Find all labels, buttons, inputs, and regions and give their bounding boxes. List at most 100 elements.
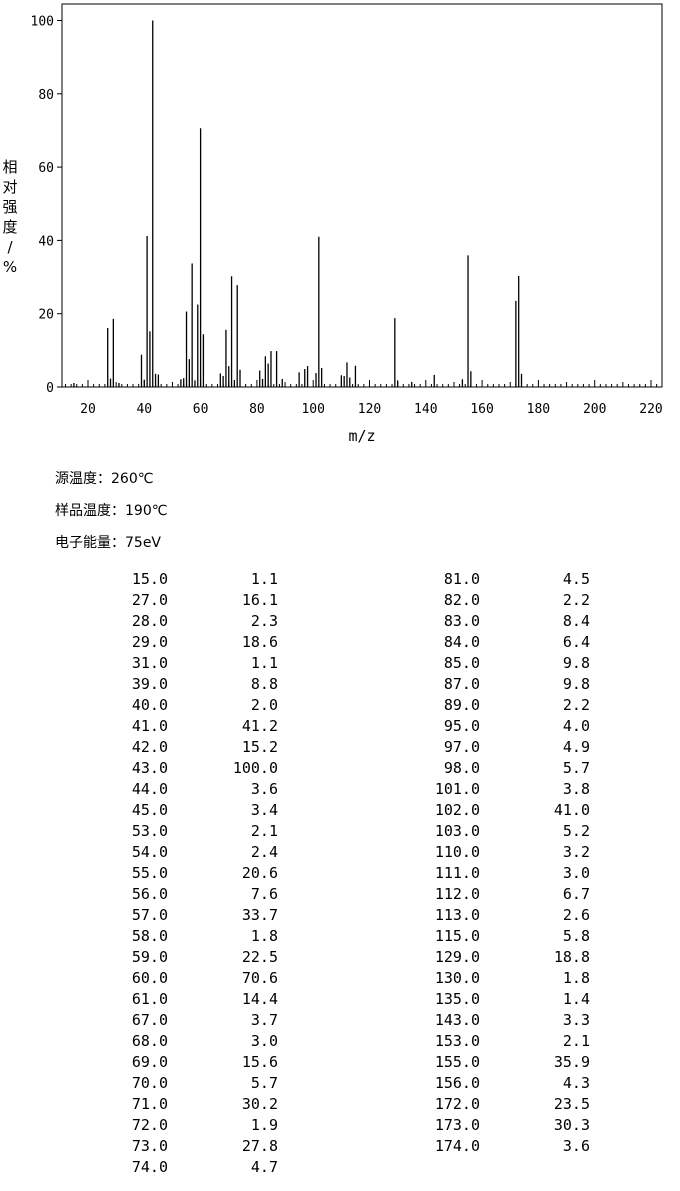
intensity-value: 1.8 [250, 927, 278, 945]
mz-value: 130.0 [434, 969, 480, 987]
mz-value: 56.0 [131, 885, 168, 903]
sample-temperature: 样品温度：190℃ [55, 503, 168, 519]
intensity-value: 15.2 [241, 738, 278, 756]
mz-value: 58.0 [131, 927, 168, 945]
mz-value: 40.0 [131, 696, 168, 714]
mz-value: 41.0 [131, 717, 168, 735]
electron-energy: 电子能量：75eV [55, 535, 162, 551]
mz-value: 87.0 [443, 675, 480, 693]
intensity-value: 5.7 [250, 1074, 278, 1092]
mz-value: 39.0 [131, 675, 168, 693]
x-tick-label: 80 [249, 402, 265, 417]
mz-value: 143.0 [434, 1011, 480, 1029]
mz-value: 95.0 [443, 717, 480, 735]
intensity-value: 6.7 [562, 885, 590, 903]
intensity-value: 6.4 [562, 633, 590, 651]
y-axis-label-char: / [7, 238, 13, 256]
y-tick-label: 40 [38, 234, 54, 249]
mz-value: 55.0 [131, 864, 168, 882]
intensity-value: 4.0 [562, 717, 590, 735]
x-tick-label: 220 [639, 402, 662, 417]
intensity-value: 41.2 [241, 717, 278, 735]
mz-value: 129.0 [434, 948, 480, 966]
intensity-value: 2.2 [562, 591, 590, 609]
intensity-value: 70.6 [241, 969, 278, 987]
mz-value: 69.0 [131, 1053, 168, 1071]
intensity-value: 3.0 [250, 1032, 278, 1050]
mz-value: 44.0 [131, 780, 168, 798]
y-tick-label: 100 [31, 15, 54, 30]
x-tick-label: 140 [414, 402, 437, 417]
x-tick-label: 60 [193, 402, 209, 417]
intensity-value: 5.7 [562, 759, 590, 777]
y-tick-label: 60 [38, 161, 54, 176]
intensity-value: 100.0 [232, 759, 278, 777]
mz-value: 70.0 [131, 1074, 168, 1092]
mz-value: 156.0 [434, 1074, 480, 1092]
intensity-value: 23.5 [553, 1095, 590, 1113]
intensity-value: 33.7 [241, 906, 278, 924]
y-tick-label: 80 [38, 88, 54, 103]
intensity-value: 2.1 [250, 822, 278, 840]
mz-value: 15.0 [131, 570, 168, 588]
intensity-value: 4.3 [562, 1074, 590, 1092]
mz-value: 83.0 [443, 612, 480, 630]
mz-value: 155.0 [434, 1053, 480, 1071]
x-tick-label: 100 [301, 402, 324, 417]
x-tick-label: 160 [470, 402, 493, 417]
mz-value: 112.0 [434, 885, 480, 903]
x-tick-label: 120 [358, 402, 381, 417]
mz-value: 98.0 [443, 759, 480, 777]
intensity-value: 20.6 [241, 864, 278, 882]
mz-value: 28.0 [131, 612, 168, 630]
mz-value: 72.0 [131, 1116, 168, 1134]
intensity-value: 7.6 [250, 885, 278, 903]
mz-value: 135.0 [434, 990, 480, 1008]
intensity-value: 8.8 [250, 675, 278, 693]
intensity-value: 2.4 [250, 843, 278, 861]
intensity-value: 3.3 [562, 1011, 590, 1029]
mz-value: 172.0 [434, 1095, 480, 1113]
intensity-value: 15.6 [241, 1053, 278, 1071]
intensity-value: 4.7 [250, 1158, 278, 1176]
mz-value: 97.0 [443, 738, 480, 756]
intensity-value: 3.6 [250, 780, 278, 798]
intensity-value: 30.2 [241, 1095, 278, 1113]
mz-value: 89.0 [443, 696, 480, 714]
intensity-value: 3.8 [562, 780, 590, 798]
intensity-value: 22.5 [241, 948, 278, 966]
mz-value: 45.0 [131, 801, 168, 819]
mz-value: 61.0 [131, 990, 168, 1008]
intensity-value: 3.7 [250, 1011, 278, 1029]
mz-value: 59.0 [131, 948, 168, 966]
x-tick-label: 20 [80, 402, 96, 417]
x-axis-label: m/z [348, 427, 375, 445]
intensity-value: 9.8 [562, 675, 590, 693]
intensity-value: 1.4 [562, 990, 590, 1008]
mz-value: 67.0 [131, 1011, 168, 1029]
y-axis-label-char: 相 [2, 158, 17, 176]
mz-value: 54.0 [131, 843, 168, 861]
intensity-value: 4.5 [562, 570, 590, 588]
intensity-value: 2.0 [250, 696, 278, 714]
intensity-value: 1.9 [250, 1116, 278, 1134]
mz-value: 73.0 [131, 1137, 168, 1155]
y-tick-label: 0 [46, 381, 54, 396]
intensity-value: 18.6 [241, 633, 278, 651]
y-axis-label-char: 度 [2, 218, 17, 236]
mz-value: 101.0 [434, 780, 480, 798]
intensity-value: 27.8 [241, 1137, 278, 1155]
mz-value: 174.0 [434, 1137, 480, 1155]
intensity-value: 2.1 [562, 1032, 590, 1050]
intensity-value: 14.4 [241, 990, 278, 1008]
y-tick-label: 20 [38, 308, 54, 323]
mz-value: 27.0 [131, 591, 168, 609]
mz-value: 111.0 [434, 864, 480, 882]
plot-frame [61, 3, 663, 388]
mz-value: 71.0 [131, 1095, 168, 1113]
intensity-value: 3.4 [250, 801, 278, 819]
mz-value: 74.0 [131, 1158, 168, 1176]
mz-value: 81.0 [443, 570, 480, 588]
intensity-value: 18.8 [553, 948, 590, 966]
